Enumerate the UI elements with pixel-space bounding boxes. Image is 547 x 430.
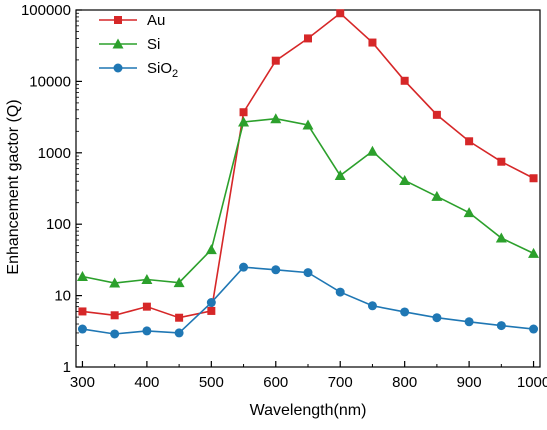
x-tick-label: 1000 [517, 374, 547, 391]
legend: Au Si SiO2 [99, 12, 178, 80]
plot-frame [75, 9, 541, 368]
series-si [76, 113, 540, 288]
data-point-au [529, 174, 538, 183]
y-axis-title: Enhancement gactor (Q) [5, 99, 22, 274]
legend-item-sio2: SiO2 [99, 60, 178, 80]
data-point-au [110, 311, 119, 320]
data-point-sio2 [239, 262, 249, 272]
legend-marker [113, 63, 123, 73]
x-tick-label: 300 [70, 374, 95, 391]
axes: 300 400 500 600 700 800 900 1000 1 10 100 1000 10000… [21, 2, 547, 391]
data-point-si [399, 174, 411, 185]
data-point-sio2 [174, 328, 184, 338]
data-point-si [528, 247, 540, 258]
legend-label: Au [147, 12, 165, 29]
y-tick-label: 100000 [21, 2, 71, 19]
data-point-si [109, 277, 121, 288]
data-point-si [270, 113, 282, 124]
legend-item-si: Si [99, 36, 160, 53]
data-point-au [207, 306, 216, 315]
data-point-si [238, 116, 250, 127]
data-point-si [173, 277, 185, 288]
data-point-si [141, 274, 153, 285]
data-point-sio2 [464, 317, 474, 327]
data-point-au [400, 76, 409, 85]
x-axis-title: Wavelength(nm) [250, 402, 367, 419]
data-point-sio2 [77, 324, 87, 334]
data-point-sio2 [496, 321, 506, 331]
y-tick-label: 10 [54, 288, 71, 305]
data-point-sio2 [303, 268, 313, 278]
legend-item-au: Au [99, 12, 165, 29]
series-layer [76, 9, 540, 339]
legend-label: SiO2 [147, 60, 178, 80]
data-point-si [463, 207, 475, 218]
data-point-sio2 [400, 307, 410, 317]
x-tick-label: 700 [328, 374, 353, 391]
data-point-au [78, 307, 87, 316]
y-tick-label: 10000 [29, 73, 71, 90]
data-point-si [302, 119, 314, 130]
data-point-si [205, 244, 217, 255]
legend-label: Si [147, 36, 160, 53]
data-point-sio2 [206, 298, 216, 308]
data-point-sio2 [142, 326, 152, 336]
data-point-si [366, 145, 378, 156]
x-tick-label: 800 [392, 374, 417, 391]
data-point-au [497, 157, 506, 166]
data-point-au [142, 302, 151, 311]
series-sio2 [77, 262, 539, 339]
data-point-sio2 [529, 324, 539, 334]
y-tick-label: 1 [63, 359, 71, 376]
data-point-au [271, 56, 280, 65]
data-point-sio2 [335, 287, 345, 297]
x-tick-label: 500 [199, 374, 224, 391]
data-point-au [239, 108, 248, 117]
data-point-sio2 [110, 329, 120, 339]
legend-marker [112, 38, 124, 49]
x-tick-label: 900 [457, 374, 482, 391]
data-point-si [76, 271, 88, 282]
y-tick-label: 1000 [38, 145, 71, 162]
y-tick-label: 100 [46, 216, 71, 233]
data-point-si [495, 232, 507, 243]
data-point-sio2 [432, 313, 442, 323]
data-point-sio2 [271, 265, 281, 275]
data-point-au [432, 110, 441, 119]
x-tick-label: 600 [263, 374, 288, 391]
data-point-au [336, 9, 345, 18]
legend-marker [114, 16, 122, 24]
data-point-au [368, 38, 377, 47]
data-point-si [431, 190, 443, 201]
data-point-au [175, 313, 184, 322]
data-point-au [304, 34, 312, 43]
x-tick-label: 400 [134, 374, 159, 391]
data-point-sio2 [367, 301, 377, 311]
data-point-si [334, 170, 346, 181]
data-point-au [465, 137, 474, 146]
series-au [78, 9, 538, 322]
